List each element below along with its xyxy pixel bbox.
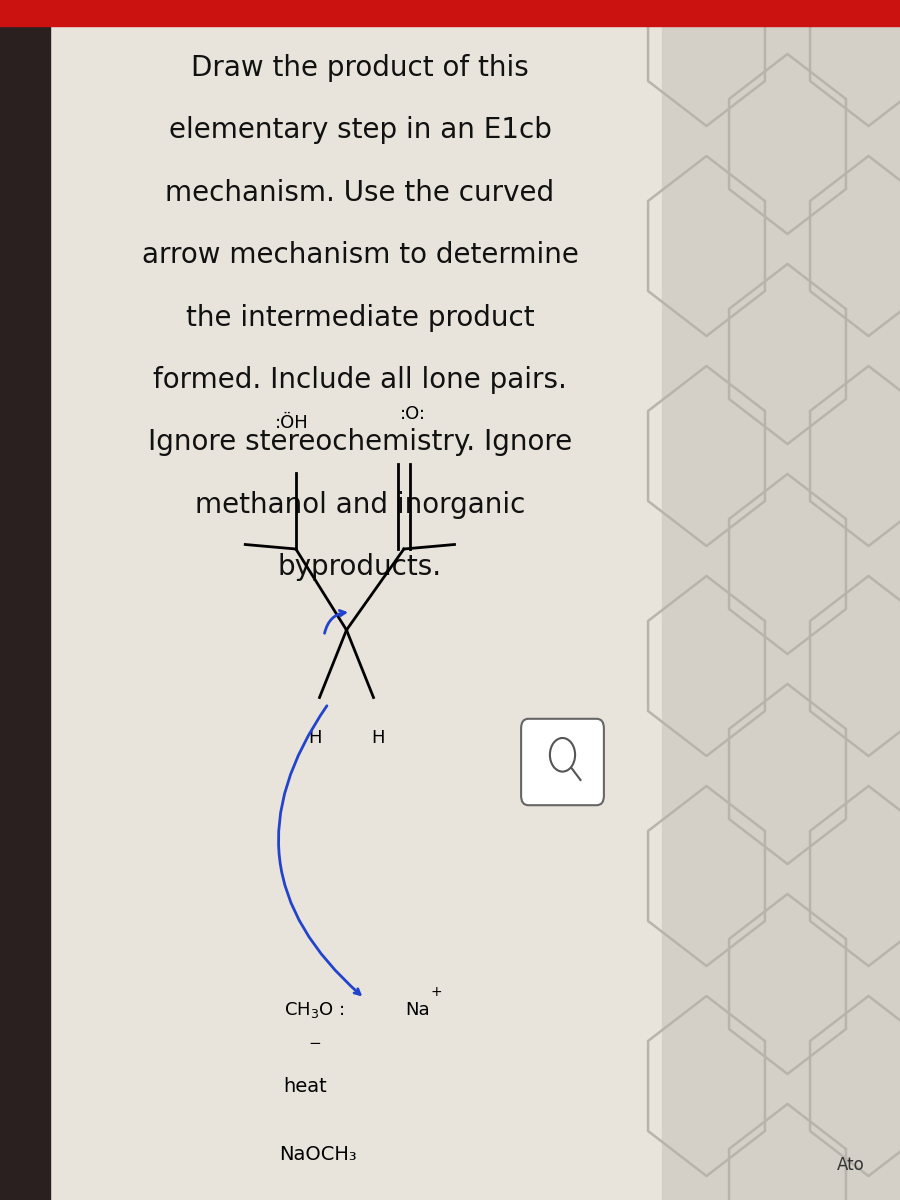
- Text: H: H: [308, 730, 322, 746]
- Text: +: +: [430, 985, 442, 1000]
- Bar: [0, 0, 50, 1200]
- Text: :O:: :O:: [400, 404, 426, 422]
- Text: elementary step in an E1cb: elementary step in an E1cb: [168, 116, 552, 144]
- Text: :ÖH: :ÖH: [274, 414, 308, 432]
- Text: formed. Include all lone pairs.: formed. Include all lone pairs.: [153, 366, 567, 394]
- Text: Ignore stereochemistry. Ignore: Ignore stereochemistry. Ignore: [148, 428, 572, 456]
- Text: heat: heat: [284, 1076, 328, 1096]
- Bar: [0, 0, 900, 26]
- Text: −: −: [309, 1037, 321, 1051]
- Text: Na: Na: [405, 1001, 429, 1020]
- Text: NaOCH₃: NaOCH₃: [279, 1145, 356, 1164]
- Text: H: H: [372, 730, 385, 746]
- FancyBboxPatch shape: [521, 719, 604, 805]
- Text: byproducts.: byproducts.: [278, 553, 442, 581]
- Text: CH$_3$O :: CH$_3$O :: [284, 1001, 344, 1020]
- Text: the intermediate product: the intermediate product: [185, 304, 535, 331]
- Text: arrow mechanism to determine: arrow mechanism to determine: [141, 241, 579, 269]
- Text: mechanism. Use the curved: mechanism. Use the curved: [166, 179, 554, 206]
- Text: Draw the product of this: Draw the product of this: [191, 54, 529, 82]
- Bar: [662, 0, 900, 1200]
- Text: +: +: [558, 750, 567, 760]
- Text: methanol and inorganic: methanol and inorganic: [194, 491, 526, 518]
- Text: Ato: Ato: [837, 1156, 864, 1174]
